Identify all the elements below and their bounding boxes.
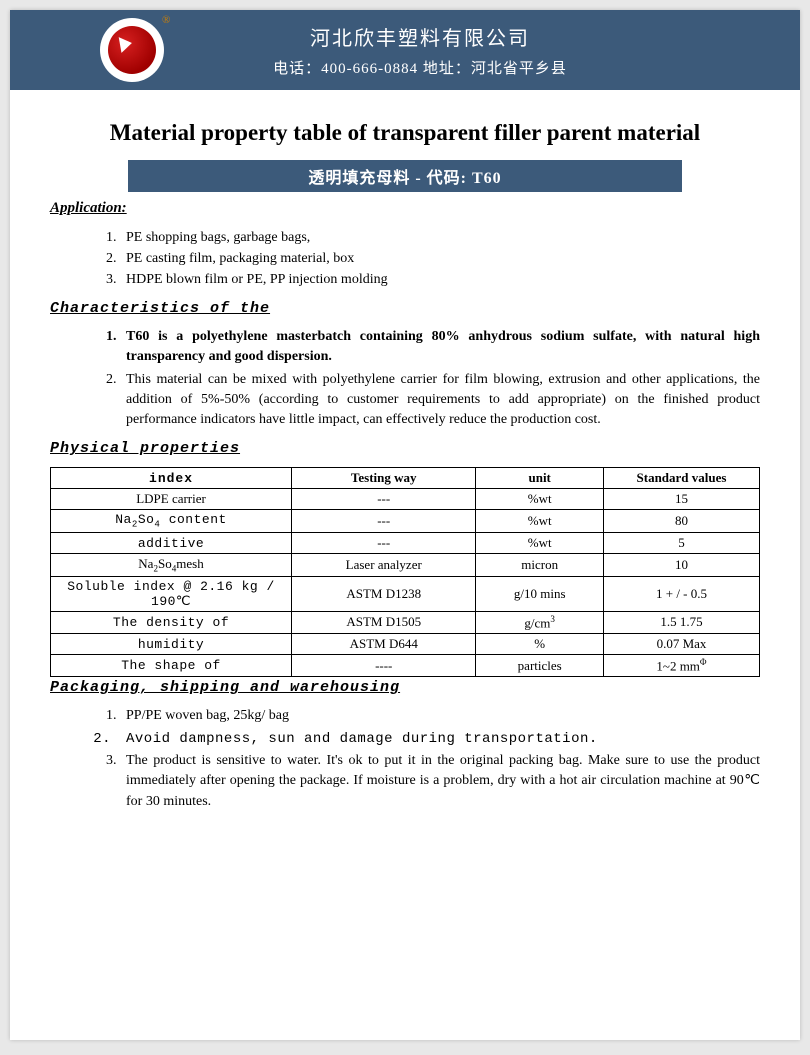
header-band: ® 河北欣丰塑料有限公司 电话：400-666-0884 地址：河北省平乡县 <box>10 10 800 90</box>
cell-unit: g/cm3 <box>476 611 604 633</box>
list-item: The product is sensitive to water. It's … <box>120 751 760 812</box>
physical-properties-table: index Testing way unit Standard values L… <box>50 467 760 677</box>
list-item: T60 is a polyethylene masterbatch contai… <box>120 327 760 368</box>
table-row: Na2So4meshLaser analyzermicron10 <box>51 554 760 577</box>
list-item: This material can be mixed with polyethy… <box>120 370 760 431</box>
cell-value: 15 <box>604 489 760 510</box>
cell-testing: --- <box>292 510 476 533</box>
company-contact: 电话：400-666-0884 地址：河北省平乡县 <box>100 57 740 78</box>
table-row: Na2So4 content---%wt80 <box>51 510 760 533</box>
cell-index: additive <box>51 533 292 554</box>
company-name: 河北欣丰塑料有限公司 <box>100 22 740 51</box>
cell-testing: ---- <box>292 655 476 677</box>
list-item: PE casting film, packaging material, box <box>120 248 760 269</box>
application-list: PE shopping bags, garbage bags, PE casti… <box>120 227 760 290</box>
section-heading-characteristics: Characteristics of the <box>50 300 760 317</box>
cell-value: 1~2 mmΦ <box>604 655 760 677</box>
cell-unit: %wt <box>476 489 604 510</box>
cell-testing: ASTM D1505 <box>292 611 476 633</box>
cell-unit: g/10 mins <box>476 576 604 611</box>
cell-testing: --- <box>292 533 476 554</box>
cell-value: 10 <box>604 554 760 577</box>
cell-index: humidity <box>51 634 292 655</box>
table-row: The shape of----particles1~2 mmΦ <box>51 655 760 677</box>
list-item: PP/PE woven bag, 25kg/ bag <box>120 706 760 726</box>
code-banner: 透明填充母料 - 代码: T60 <box>128 160 682 192</box>
list-item: Avoid dampness, sun and damage during tr… <box>120 729 760 749</box>
content-area: Material property table of transparent f… <box>10 90 800 834</box>
cell-unit: %wt <box>476 510 604 533</box>
table-row: The density ofASTM D1505g/cm31.5 1.75 <box>51 611 760 633</box>
list-item: HDPE blown film or PE, PP injection mold… <box>120 269 760 290</box>
col-header-values: Standard values <box>604 468 760 489</box>
table-header-row: index Testing way unit Standard values <box>51 468 760 489</box>
section-heading-application: Application: <box>50 200 760 217</box>
cell-value: 1 + / - 0.5 <box>604 576 760 611</box>
table-row: additive---%wt5 <box>51 533 760 554</box>
cell-unit: micron <box>476 554 604 577</box>
cell-index: Na2So4mesh <box>51 554 292 577</box>
cell-unit: % <box>476 634 604 655</box>
cell-index: The density of <box>51 611 292 633</box>
document-page: ® 河北欣丰塑料有限公司 电话：400-666-0884 地址：河北省平乡县 M… <box>10 10 800 1040</box>
packaging-list: PP/PE woven bag, 25kg/ bag Avoid dampnes… <box>120 706 760 811</box>
page-title: Material property table of transparent f… <box>50 120 760 146</box>
cell-unit: particles <box>476 655 604 677</box>
registered-mark-icon: ® <box>162 14 170 26</box>
logo-inner-icon <box>108 26 156 74</box>
section-heading-physical: Physical properties <box>50 440 760 457</box>
list-item: PE shopping bags, garbage bags, <box>120 227 760 248</box>
cell-testing: ASTM D644 <box>292 634 476 655</box>
header-text-block: 河北欣丰塑料有限公司 电话：400-666-0884 地址：河北省平乡县 <box>100 22 800 78</box>
col-header-index: index <box>51 468 292 489</box>
cell-unit: %wt <box>476 533 604 554</box>
company-logo <box>100 18 164 82</box>
table-row: LDPE carrier---%wt15 <box>51 489 760 510</box>
table-row: Soluble index @ 2.16 kg / 190℃ASTM D1238… <box>51 576 760 611</box>
characteristics-list: T60 is a polyethylene masterbatch contai… <box>120 327 760 430</box>
cell-value: 80 <box>604 510 760 533</box>
cell-value: 1.5 1.75 <box>604 611 760 633</box>
cell-index: Na2So4 content <box>51 510 292 533</box>
cell-index: The shape of <box>51 655 292 677</box>
cell-testing: Laser analyzer <box>292 554 476 577</box>
cell-index: LDPE carrier <box>51 489 292 510</box>
col-header-unit: unit <box>476 468 604 489</box>
cell-index: Soluble index @ 2.16 kg / 190℃ <box>51 576 292 611</box>
col-header-testing: Testing way <box>292 468 476 489</box>
section-heading-packaging: Packaging, shipping and warehousing <box>50 679 760 696</box>
cell-testing: ASTM D1238 <box>292 576 476 611</box>
cell-testing: --- <box>292 489 476 510</box>
cell-value: 0.07 Max <box>604 634 760 655</box>
table-row: humidityASTM D644%0.07 Max <box>51 634 760 655</box>
cell-value: 5 <box>604 533 760 554</box>
